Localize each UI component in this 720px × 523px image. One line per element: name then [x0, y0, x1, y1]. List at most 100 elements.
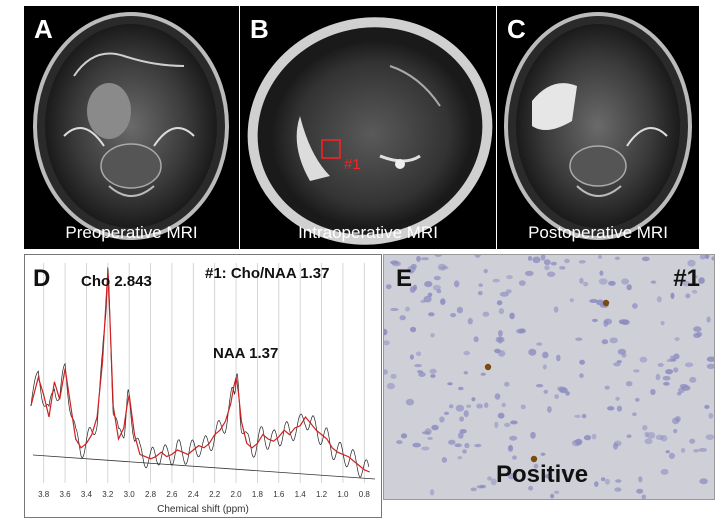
x-tick-label: 3.0 — [124, 490, 136, 499]
cell-nucleus — [520, 404, 526, 410]
cell-nucleus — [578, 260, 586, 264]
cell-nucleus — [583, 435, 592, 441]
x-tick-label: 1.4 — [295, 490, 307, 499]
panel-e-histology: E #1 Positive — [383, 254, 715, 500]
cell-nucleus — [498, 308, 505, 315]
fitted-spectrum-line — [30, 271, 370, 473]
cell-nucleus — [685, 293, 691, 299]
positive-stained-cell — [484, 363, 492, 371]
cell-nucleus — [693, 449, 700, 453]
panel-a-preoperative-mri: A Preoperative MRI — [24, 6, 239, 249]
cell-nucleus — [441, 457, 448, 463]
cell-nucleus — [699, 478, 708, 485]
cell-nucleus — [405, 306, 410, 312]
cell-nucleus — [591, 433, 597, 440]
cell-nucleus — [480, 372, 486, 376]
cell-nucleus — [430, 374, 436, 378]
cell-nucleus — [581, 413, 587, 419]
cell-nucleus — [575, 337, 583, 341]
cell-nucleus — [616, 360, 622, 364]
cell-nucleus — [447, 382, 453, 386]
cell-nucleus — [553, 306, 559, 313]
cell-nucleus — [604, 318, 612, 325]
cell-nucleus — [495, 336, 505, 343]
cell-nucleus — [641, 494, 647, 499]
cell-nucleus — [507, 472, 516, 480]
cell-nucleus — [544, 265, 550, 271]
x-tick-label: 1.2 — [316, 490, 328, 499]
cell-nucleus — [600, 477, 606, 482]
x-axis-label: Chemical shift (ppm) — [157, 504, 249, 515]
cell-nucleus — [559, 387, 568, 394]
cell-nucleus — [553, 490, 560, 494]
cell-nucleus — [543, 389, 549, 394]
cell-nucleus — [684, 362, 694, 368]
cell-nucleus — [474, 443, 482, 448]
cell-nucleus — [638, 476, 643, 483]
cell-nucleus — [609, 337, 618, 344]
cell-nucleus — [550, 261, 557, 266]
cell-nucleus — [644, 431, 649, 438]
cell-nucleus — [505, 289, 512, 294]
cell-nucleus — [399, 315, 406, 321]
cell-nucleus — [544, 473, 553, 479]
cell-nucleus — [457, 456, 463, 460]
cell-nucleus — [412, 442, 421, 448]
cell-nucleus — [494, 421, 499, 429]
cell-nucleus — [650, 388, 656, 396]
cell-nucleus — [536, 342, 543, 346]
cell-nucleus — [682, 280, 690, 287]
cell-nucleus — [693, 326, 702, 332]
cell-nucleus — [455, 404, 465, 412]
cell-nucleus — [579, 359, 585, 365]
cell-nucleus — [663, 381, 670, 386]
x-tick-label: 2.6 — [166, 490, 178, 499]
positive-stained-cell — [602, 299, 610, 307]
cell-nucleus — [626, 434, 632, 438]
cell-nucleus — [421, 446, 430, 451]
cell-nucleus — [708, 412, 714, 419]
cell-nucleus — [650, 280, 657, 284]
cell-nucleus — [463, 350, 470, 356]
x-tick-label: 1.0 — [337, 490, 349, 499]
x-tick-label: 3.8 — [38, 490, 50, 499]
cell-nucleus — [498, 330, 503, 337]
cell-nucleus — [476, 403, 483, 409]
cell-nucleus — [429, 368, 437, 374]
spectrum-chart: 3.8 3.6 3.4 3.2 3.0 2.8 2.6 2.4 2.2 2.0 1.8 1.6 1.4 1… — [30, 263, 376, 499]
ratio-annotation: #1: Cho/NAA 1.37 — [205, 265, 330, 282]
cell-nucleus — [407, 265, 416, 273]
cell-nucleus — [687, 259, 696, 267]
cell-nucleus — [657, 363, 664, 367]
cell-nucleus — [427, 436, 433, 440]
x-tick-label: 2.2 — [209, 490, 221, 499]
cell-nucleus — [699, 255, 706, 260]
cell-nucleus — [512, 455, 517, 460]
region-label: #1 — [673, 265, 700, 292]
cell-nucleus — [483, 268, 488, 274]
cell-nucleus — [384, 340, 390, 346]
cell-nucleus — [527, 256, 533, 261]
cell-nucleus — [706, 316, 711, 323]
cell-nucleus — [528, 485, 534, 491]
cell-nucleus — [454, 280, 460, 288]
panel-d-mr-spectrum: 3.8 3.6 3.4 3.2 3.0 2.8 2.6 2.4 2.2 2.0 1.8 1.6 1.4 1… — [24, 254, 382, 518]
panel-c-postoperative-mri: C Postoperative MRI — [497, 6, 699, 249]
cell-nucleus — [400, 433, 408, 439]
cell-nucleus — [646, 432, 656, 439]
caption-postoperative: Postoperative MRI — [528, 223, 668, 242]
cell-nucleus — [554, 394, 559, 399]
cell-nucleus — [386, 382, 395, 390]
caption-intraoperative: Intraoperative MRI — [298, 223, 438, 242]
brain-scan-c — [504, 12, 692, 240]
cell-nucleus — [410, 326, 417, 333]
cho-annotation: Cho 2.843 — [81, 273, 152, 290]
cell-nucleus — [509, 312, 515, 320]
raw-spectrum-line — [30, 267, 370, 478]
cell-nucleus — [494, 348, 501, 354]
cell-nucleus — [533, 463, 539, 469]
cell-nucleus — [656, 296, 662, 303]
x-tick-label: 3.6 — [60, 490, 72, 499]
cell-nucleus — [561, 469, 567, 474]
cell-nucleus — [689, 438, 696, 444]
